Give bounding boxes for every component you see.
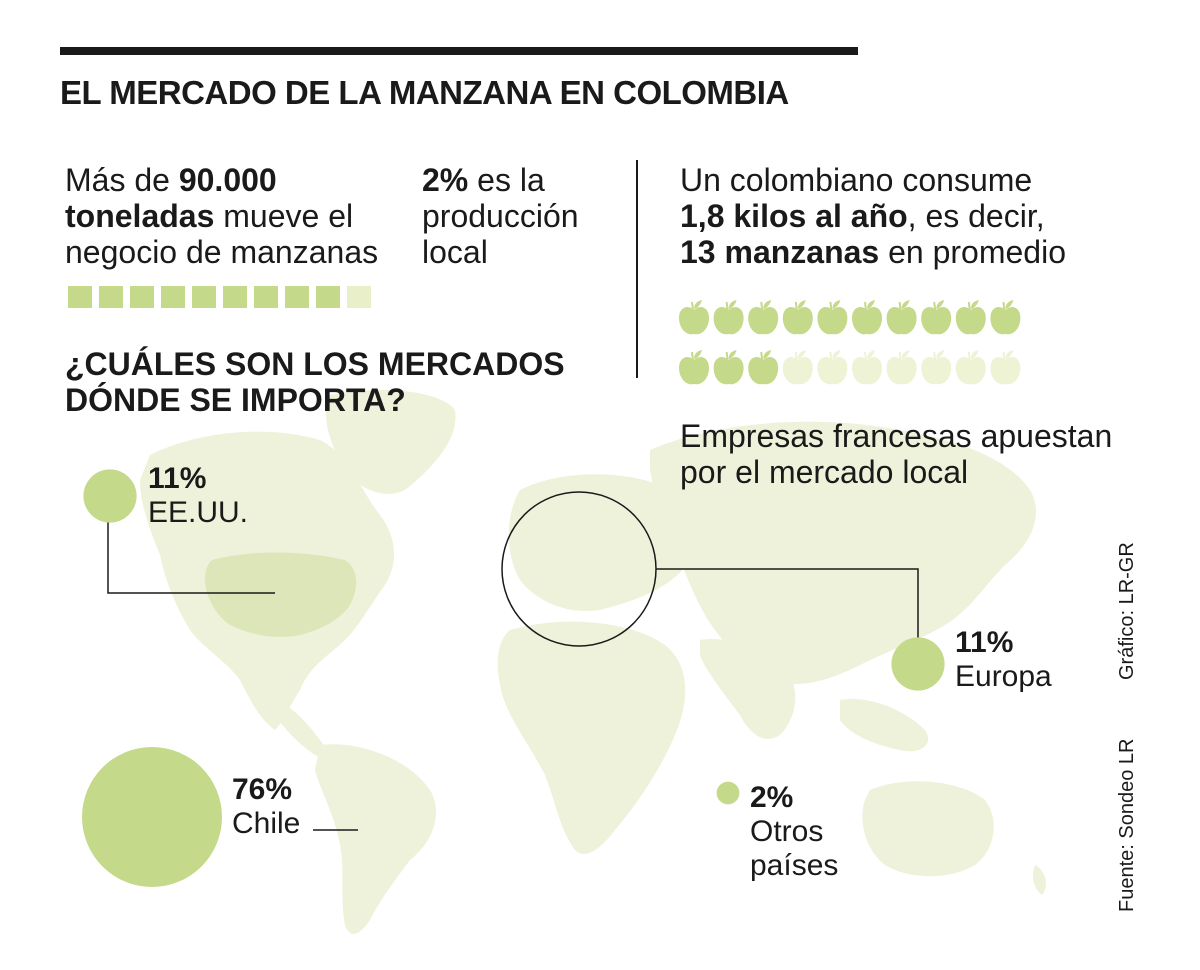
production-square — [254, 286, 278, 308]
others-name-line2: países — [750, 849, 839, 882]
usa-percent: 11% — [148, 462, 207, 495]
map-new-zealand — [1032, 865, 1046, 895]
map-south-asia — [700, 639, 796, 739]
apple-icon — [990, 300, 1021, 335]
production-square — [99, 286, 123, 308]
apple-icon — [990, 350, 1021, 385]
apple-icon — [921, 350, 952, 385]
production-square — [316, 286, 340, 308]
map-asia — [650, 421, 1036, 685]
production-square — [130, 286, 154, 308]
bubble-chile — [82, 747, 222, 887]
french-companies-note: Empresas francesas apuestan por el merca… — [680, 418, 1113, 490]
others-name-line1: Otros — [750, 815, 824, 848]
stat-tonnage: Más de 90.000 toneladas mueve el negocio… — [65, 162, 379, 270]
apple-icon — [679, 300, 709, 335]
map-greenland — [325, 390, 456, 494]
map-usa-highlight — [205, 552, 357, 637]
map-europe — [508, 474, 694, 611]
map-australia — [862, 781, 994, 877]
map-land — [140, 390, 1046, 935]
apple-icon — [679, 350, 709, 385]
apples-pictogram — [679, 300, 1021, 385]
label-others: 2% Otros países — [750, 781, 838, 883]
production-square — [285, 286, 309, 308]
production-square — [223, 286, 247, 308]
column-divider — [636, 160, 638, 378]
apple-icon — [713, 350, 744, 385]
stat-local-production: 2% es la producción local — [422, 162, 579, 270]
apple-icon — [748, 350, 779, 385]
markets-subtitle: ¿CUÁLES SON LOS MERCADOS DÓNDE SE IMPORT… — [65, 346, 565, 418]
europe-percent: 11% — [955, 626, 1014, 659]
usa-name: EE.UU. — [148, 496, 249, 529]
stat-consumption: Un colombiano consume 1,8 kilos al año, … — [680, 162, 1066, 270]
apple-icon — [886, 300, 917, 335]
graphic-credit: Gráfico: LR-GR — [1116, 542, 1138, 680]
europe-connector — [656, 568, 919, 640]
label-usa: 11% EE.UU. — [148, 462, 248, 530]
chile-name: Chile — [232, 807, 301, 840]
apple-icon — [886, 350, 917, 385]
production-squares — [68, 286, 371, 308]
usa-connector — [107, 520, 275, 594]
production-square — [68, 286, 92, 308]
apple-icon — [817, 300, 848, 335]
label-chile: 76% Chile — [232, 773, 300, 841]
bubble-europe — [891, 637, 945, 691]
production-square — [347, 286, 371, 308]
others-percent: 2% — [750, 781, 794, 814]
source-credit: Fuente: Sondeo LR — [1116, 738, 1138, 912]
apple-icon — [713, 300, 744, 335]
page-title: EL MERCADO DE LA MANZANA EN COLOMBIA — [60, 74, 789, 111]
production-square — [192, 286, 216, 308]
chile-percent: 76% — [232, 773, 293, 806]
map-africa — [497, 621, 686, 854]
apple-icon — [852, 300, 882, 335]
apple-icon — [955, 300, 986, 335]
apple-icon — [782, 350, 813, 385]
production-square — [161, 286, 185, 308]
bubble-others — [716, 781, 740, 805]
title-rule — [60, 47, 858, 55]
apple-icon — [955, 350, 986, 385]
apple-icon — [817, 350, 848, 385]
map-south-america — [315, 744, 437, 935]
apple-icon — [921, 300, 952, 335]
apple-icon — [748, 300, 779, 335]
map-se-asia — [840, 699, 929, 752]
label-europe: 11% Europa — [955, 626, 1052, 694]
map-central-america — [275, 700, 326, 757]
europe-name: Europa — [955, 660, 1052, 693]
apple-icon — [782, 300, 813, 335]
apple-icon — [852, 350, 882, 385]
bubble-usa — [83, 469, 137, 523]
